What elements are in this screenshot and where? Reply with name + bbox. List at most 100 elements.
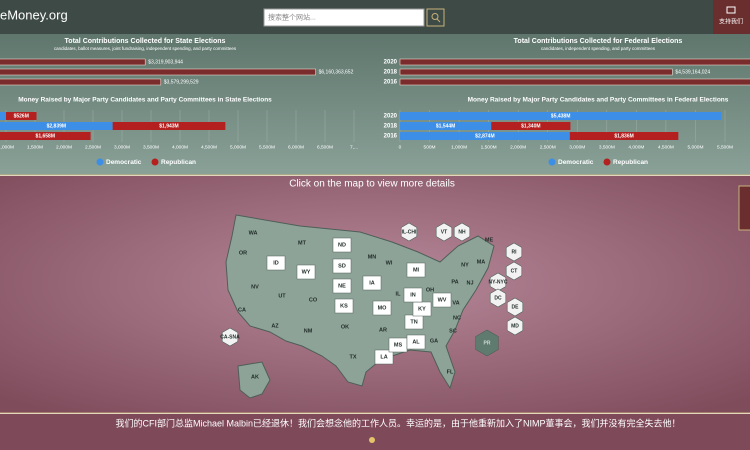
value-label: $1,836M	[614, 134, 633, 140]
x-tick-label: 3,500M	[143, 144, 159, 150]
search-icon	[431, 13, 439, 20]
chart-title: Total Contributions Collected for Federa…	[514, 38, 683, 45]
state-label: NC	[453, 315, 461, 321]
value-label: $1,340M	[521, 124, 540, 130]
state-label: SD	[338, 263, 346, 269]
x-tick-label: 0	[399, 144, 402, 150]
state-label: AK	[251, 374, 259, 380]
x-tick-label: 5,000M	[230, 144, 246, 150]
value-label: $1,658M	[36, 134, 55, 140]
x-tick-label: 4,500M	[201, 144, 217, 150]
chart-title: Total Contributions Collected for State …	[65, 38, 226, 45]
search-button[interactable]	[426, 8, 445, 27]
x-tick-label: 5,500M	[259, 144, 275, 150]
state-highlight	[266, 255, 286, 271]
x-tick-label: 4,000M	[172, 144, 188, 150]
state-label: MA	[477, 259, 486, 265]
state-highlight	[332, 278, 352, 294]
state-label: UT	[278, 293, 286, 299]
chart-title: Money Raised by Major Party Candidates a…	[468, 97, 729, 104]
value-label: $4,539,164,024	[675, 70, 710, 76]
state-label: MI	[413, 267, 420, 273]
us-outline[interactable]	[225, 214, 495, 390]
bar-segment	[400, 122, 492, 130]
legend-swatch	[151, 158, 159, 166]
legend-label: Democratic	[558, 159, 594, 166]
state-label: LA	[380, 354, 387, 360]
hexagon[interactable]	[489, 288, 507, 308]
state-label: ME	[485, 237, 494, 243]
alaska-outline[interactable]	[237, 361, 271, 399]
state-label: NJ	[466, 280, 473, 286]
state-label: CO	[309, 297, 318, 303]
bar	[399, 78, 750, 86]
hexagon[interactable]	[435, 222, 453, 242]
state-highlight	[334, 298, 354, 314]
logo[interactable]: eMoney.org	[0, 7, 68, 22]
state-label: NM	[304, 328, 313, 334]
hexagon[interactable]	[506, 297, 524, 317]
hexagon[interactable]	[506, 316, 524, 336]
state-label: GA	[430, 338, 438, 344]
state-label: NV	[251, 284, 259, 290]
hexagon[interactable]	[400, 222, 418, 242]
bar-segment	[6, 112, 37, 120]
state-highlight	[403, 287, 423, 303]
x-tick-label: 3,000M	[569, 144, 585, 150]
hexagon[interactable]	[221, 327, 239, 347]
map-prompt: Click on the map to view more details	[289, 179, 455, 190]
state-highlight	[406, 262, 426, 278]
hexagon-label: IL-CHI	[402, 229, 417, 235]
state-label: SC	[449, 328, 457, 334]
value-label: $1,544M	[436, 124, 455, 130]
state-label: FL	[447, 369, 454, 375]
year-label: 2018	[384, 70, 398, 76]
search-input[interactable]	[263, 8, 425, 27]
legend-label: Democratic	[106, 159, 142, 166]
state-label: OR	[239, 250, 247, 256]
x-tick-label: 1,500M	[27, 144, 43, 150]
state-label: IL	[396, 291, 402, 297]
x-tick-label: 3,500M	[599, 144, 615, 150]
hexagon-label: MD	[511, 323, 519, 329]
x-tick-label: 2,500M	[540, 144, 556, 150]
charts-band	[0, 34, 750, 175]
hexagon[interactable]	[453, 222, 471, 242]
state-label: MS	[394, 342, 403, 348]
bar	[0, 68, 316, 76]
state-label: MO	[378, 305, 388, 311]
year-label: 2016	[384, 134, 398, 140]
sun-icon	[369, 437, 375, 443]
state-highlight	[406, 334, 426, 350]
state-label: NE	[338, 283, 346, 289]
chart-title: Money Raised by Major Party Candidates a…	[18, 97, 272, 104]
bar-segment	[400, 112, 722, 120]
bar-segment	[0, 122, 113, 130]
state-label: ID	[273, 260, 279, 266]
hexagon-label: DE	[512, 304, 520, 310]
side-tab[interactable]	[738, 185, 750, 231]
value-label: $6,160,363,652	[319, 70, 354, 76]
support-button[interactable]	[713, 0, 750, 34]
bar	[0, 78, 162, 86]
state-label: MT	[298, 240, 307, 246]
state-highlight	[374, 349, 394, 365]
hexagon[interactable]	[505, 242, 523, 262]
hexagon[interactable]	[475, 329, 499, 357]
x-tick-label: 1,000M	[451, 144, 467, 150]
state-highlight	[372, 300, 392, 316]
state-label: AZ	[271, 323, 279, 329]
state-label: WV	[438, 297, 447, 303]
state-highlight	[332, 237, 352, 253]
x-tick-label: 3,000M	[114, 144, 130, 150]
hexagon-label: DC	[494, 295, 502, 301]
legend-label: Republican	[613, 159, 648, 166]
hexagon[interactable]	[505, 261, 523, 281]
legend-label: Republican	[161, 159, 196, 166]
state-label: KY	[418, 306, 426, 312]
legend-swatch	[548, 158, 556, 166]
x-tick-label: 1,500M	[481, 144, 497, 150]
bar-segment	[569, 132, 679, 140]
